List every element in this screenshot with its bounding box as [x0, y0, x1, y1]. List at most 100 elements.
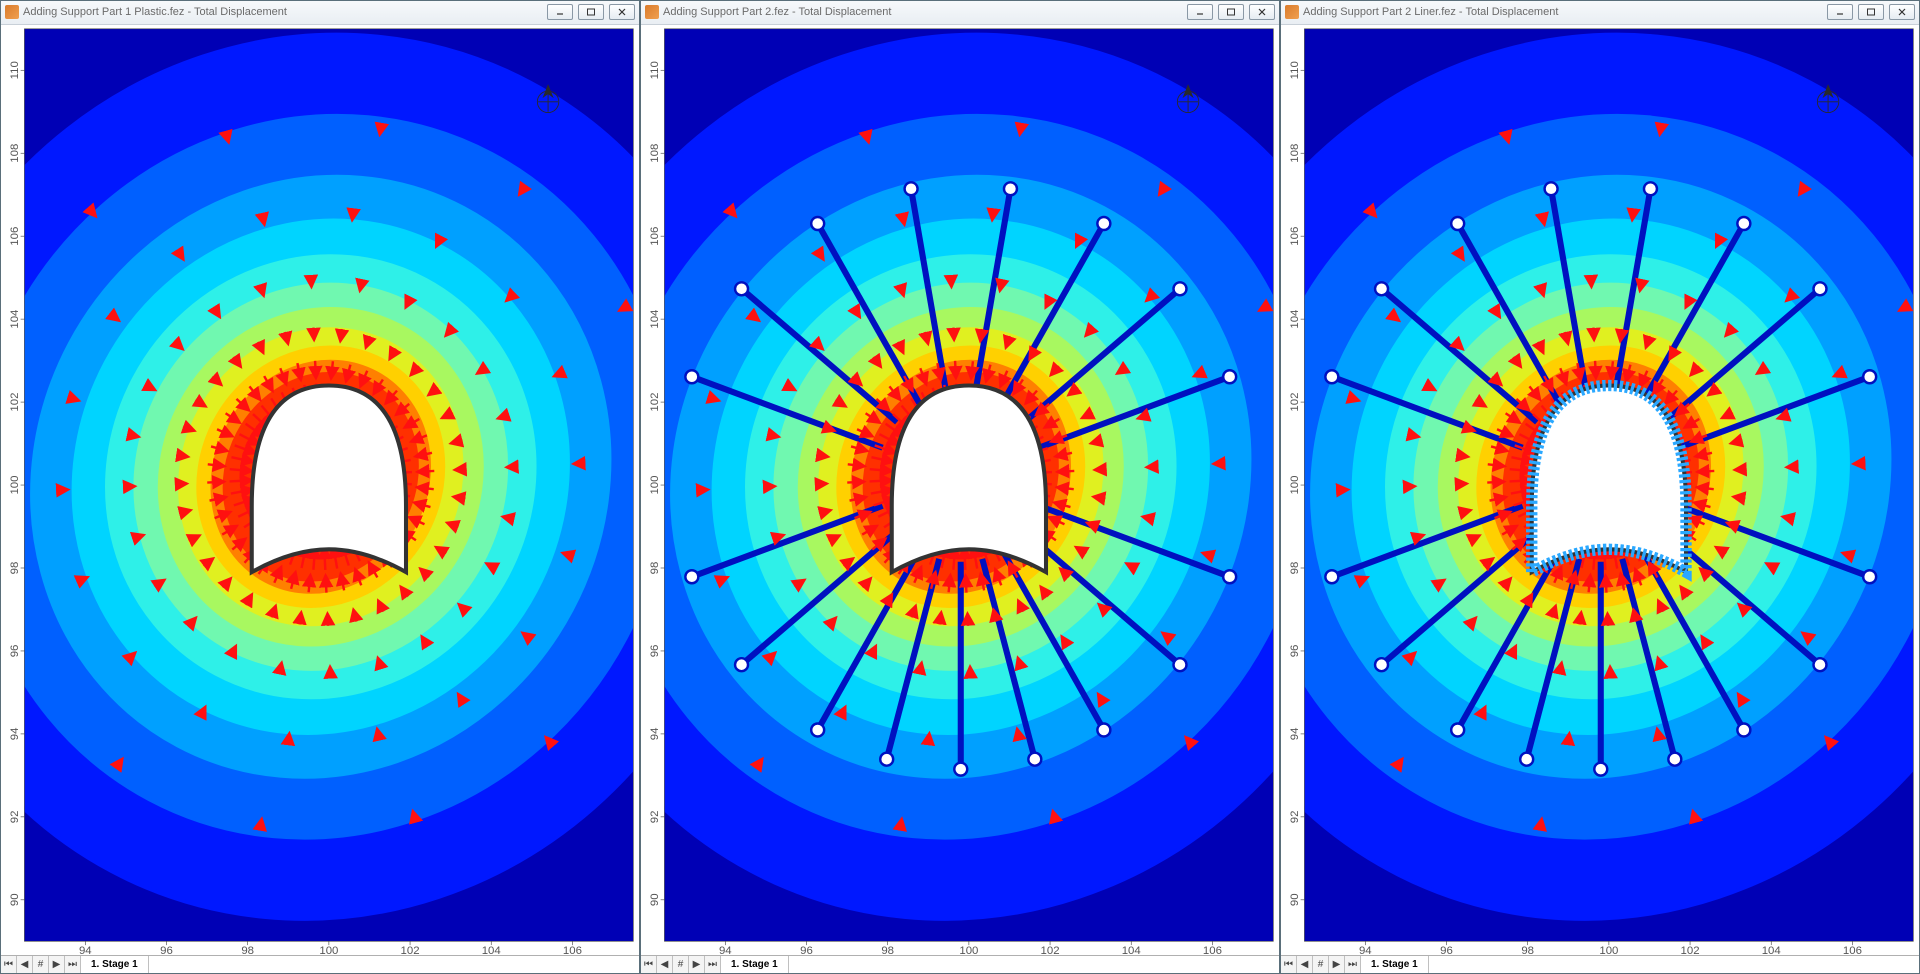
- stage-nav-goto[interactable]: #: [33, 956, 49, 973]
- stage-tabstrip: ⏮◀#▶⏭ 1. Stage 1: [1281, 955, 1919, 973]
- svg-text:98: 98: [241, 945, 254, 955]
- svg-text:100: 100: [9, 475, 21, 494]
- titlebar[interactable]: Adding Support Part 2.fez - Total Displa…: [641, 1, 1279, 25]
- app-icon: [1285, 5, 1299, 19]
- stage-nav-goto[interactable]: #: [1313, 956, 1329, 973]
- plot-area[interactable]: 94 96 98 100 102 104 106 90 92 94 96 98 100 102 104 106…: [641, 25, 1279, 955]
- svg-text:94: 94: [79, 945, 92, 955]
- svg-text:106: 106: [9, 227, 21, 246]
- svg-text:100: 100: [319, 945, 338, 955]
- contour-plot[interactable]: 94 96 98 100 102 104 106 90 92 94 96 98 100 102 104 106…: [1281, 25, 1919, 955]
- svg-text:104: 104: [1762, 945, 1782, 955]
- stage-nav-first[interactable]: ⏮: [1, 956, 17, 973]
- stage-nav-last[interactable]: ⏭: [1345, 956, 1361, 973]
- svg-text:102: 102: [9, 392, 21, 411]
- svg-text:96: 96: [160, 945, 173, 955]
- svg-text:92: 92: [649, 810, 661, 823]
- svg-text:90: 90: [9, 893, 21, 906]
- svg-text:92: 92: [1289, 810, 1301, 823]
- maximize-button[interactable]: [578, 4, 604, 20]
- stage-nav-prev[interactable]: ◀: [657, 956, 673, 973]
- stage-nav-next[interactable]: ▶: [689, 956, 705, 973]
- minimize-button[interactable]: [1187, 4, 1213, 20]
- document-window-0: Adding Support Part 1 Plastic.fez - Tota…: [0, 0, 640, 974]
- contour-plot[interactable]: 94 96 98 100 102 104 106 90 92 94 96 98 100 102 104 106…: [1, 25, 639, 955]
- svg-text:108: 108: [9, 144, 21, 163]
- stage-nav-first[interactable]: ⏮: [1281, 956, 1297, 973]
- svg-text:110: 110: [9, 61, 21, 79]
- contour-plot[interactable]: 94 96 98 100 102 104 106 90 92 94 96 98 100 102 104 106…: [641, 25, 1279, 955]
- svg-text:110: 110: [1289, 61, 1301, 79]
- svg-text:110: 110: [649, 61, 661, 79]
- stage-tab[interactable]: 1. Stage 1: [81, 956, 149, 973]
- close-button[interactable]: [1889, 4, 1915, 20]
- window-title: Adding Support Part 2 Liner.fez - Total …: [1303, 6, 1822, 18]
- svg-text:102: 102: [649, 392, 661, 411]
- titlebar[interactable]: Adding Support Part 2 Liner.fez - Total …: [1281, 1, 1919, 25]
- svg-text:90: 90: [649, 893, 661, 906]
- svg-text:102: 102: [1289, 392, 1301, 411]
- maximize-button[interactable]: [1858, 4, 1884, 20]
- svg-text:108: 108: [649, 144, 661, 163]
- svg-text:108: 108: [1289, 144, 1301, 163]
- svg-text:94: 94: [649, 727, 661, 740]
- svg-text:104: 104: [1122, 945, 1142, 955]
- svg-text:94: 94: [1359, 945, 1372, 955]
- svg-text:106: 106: [1289, 227, 1301, 246]
- svg-text:90: 90: [1289, 893, 1301, 906]
- svg-text:96: 96: [1289, 644, 1301, 657]
- minimize-button[interactable]: [547, 4, 573, 20]
- stage-tab[interactable]: 1. Stage 1: [721, 956, 789, 973]
- svg-text:106: 106: [1203, 945, 1222, 955]
- stage-nav-last[interactable]: ⏭: [705, 956, 721, 973]
- svg-text:106: 106: [1843, 945, 1862, 955]
- svg-text:96: 96: [1440, 945, 1453, 955]
- svg-text:96: 96: [649, 644, 661, 657]
- close-button[interactable]: [1249, 4, 1275, 20]
- svg-text:98: 98: [1289, 562, 1301, 575]
- document-window-2: Adding Support Part 2 Liner.fez - Total …: [1280, 0, 1920, 974]
- stage-nav-prev[interactable]: ◀: [1297, 956, 1313, 973]
- titlebar[interactable]: Adding Support Part 1 Plastic.fez - Tota…: [1, 1, 639, 25]
- svg-text:98: 98: [1521, 945, 1534, 955]
- svg-text:100: 100: [1599, 945, 1618, 955]
- stage-nav-last[interactable]: ⏭: [65, 956, 81, 973]
- document-window-1: Adding Support Part 2.fez - Total Displa…: [640, 0, 1280, 974]
- svg-text:102: 102: [1681, 945, 1700, 955]
- minimize-button[interactable]: [1827, 4, 1853, 20]
- svg-text:104: 104: [482, 945, 502, 955]
- close-button[interactable]: [609, 4, 635, 20]
- svg-text:92: 92: [9, 810, 21, 823]
- svg-text:94: 94: [1289, 727, 1301, 740]
- stage-tab[interactable]: 1. Stage 1: [1361, 956, 1429, 973]
- svg-text:96: 96: [9, 644, 21, 657]
- stage-nav-first[interactable]: ⏮: [641, 956, 657, 973]
- svg-text:98: 98: [881, 945, 894, 955]
- plot-area[interactable]: 94 96 98 100 102 104 106 90 92 94 96 98 100 102 104 106…: [1, 25, 639, 955]
- svg-text:102: 102: [1041, 945, 1060, 955]
- svg-text:94: 94: [719, 945, 732, 955]
- app-icon: [645, 5, 659, 19]
- stage-tabstrip: ⏮◀#▶⏭ 1. Stage 1: [641, 955, 1279, 973]
- svg-text:106: 106: [649, 227, 661, 246]
- svg-text:98: 98: [9, 562, 21, 575]
- svg-text:94: 94: [9, 727, 21, 740]
- svg-text:102: 102: [401, 945, 420, 955]
- svg-text:104: 104: [1289, 309, 1301, 329]
- svg-text:104: 104: [9, 309, 21, 329]
- stage-nav-prev[interactable]: ◀: [17, 956, 33, 973]
- stage-nav-next[interactable]: ▶: [49, 956, 65, 973]
- svg-text:100: 100: [649, 475, 661, 494]
- svg-text:96: 96: [800, 945, 813, 955]
- svg-text:100: 100: [1289, 475, 1301, 494]
- stage-nav-next[interactable]: ▶: [1329, 956, 1345, 973]
- stage-nav-goto[interactable]: #: [673, 956, 689, 973]
- maximize-button[interactable]: [1218, 4, 1244, 20]
- plot-area[interactable]: 94 96 98 100 102 104 106 90 92 94 96 98 100 102 104 106…: [1281, 25, 1919, 955]
- svg-text:98: 98: [649, 562, 661, 575]
- stage-tabstrip: ⏮◀#▶⏭ 1. Stage 1: [1, 955, 639, 973]
- svg-text:106: 106: [563, 945, 582, 955]
- window-title: Adding Support Part 2.fez - Total Displa…: [663, 6, 1182, 18]
- svg-text:104: 104: [649, 309, 661, 329]
- svg-text:100: 100: [959, 945, 978, 955]
